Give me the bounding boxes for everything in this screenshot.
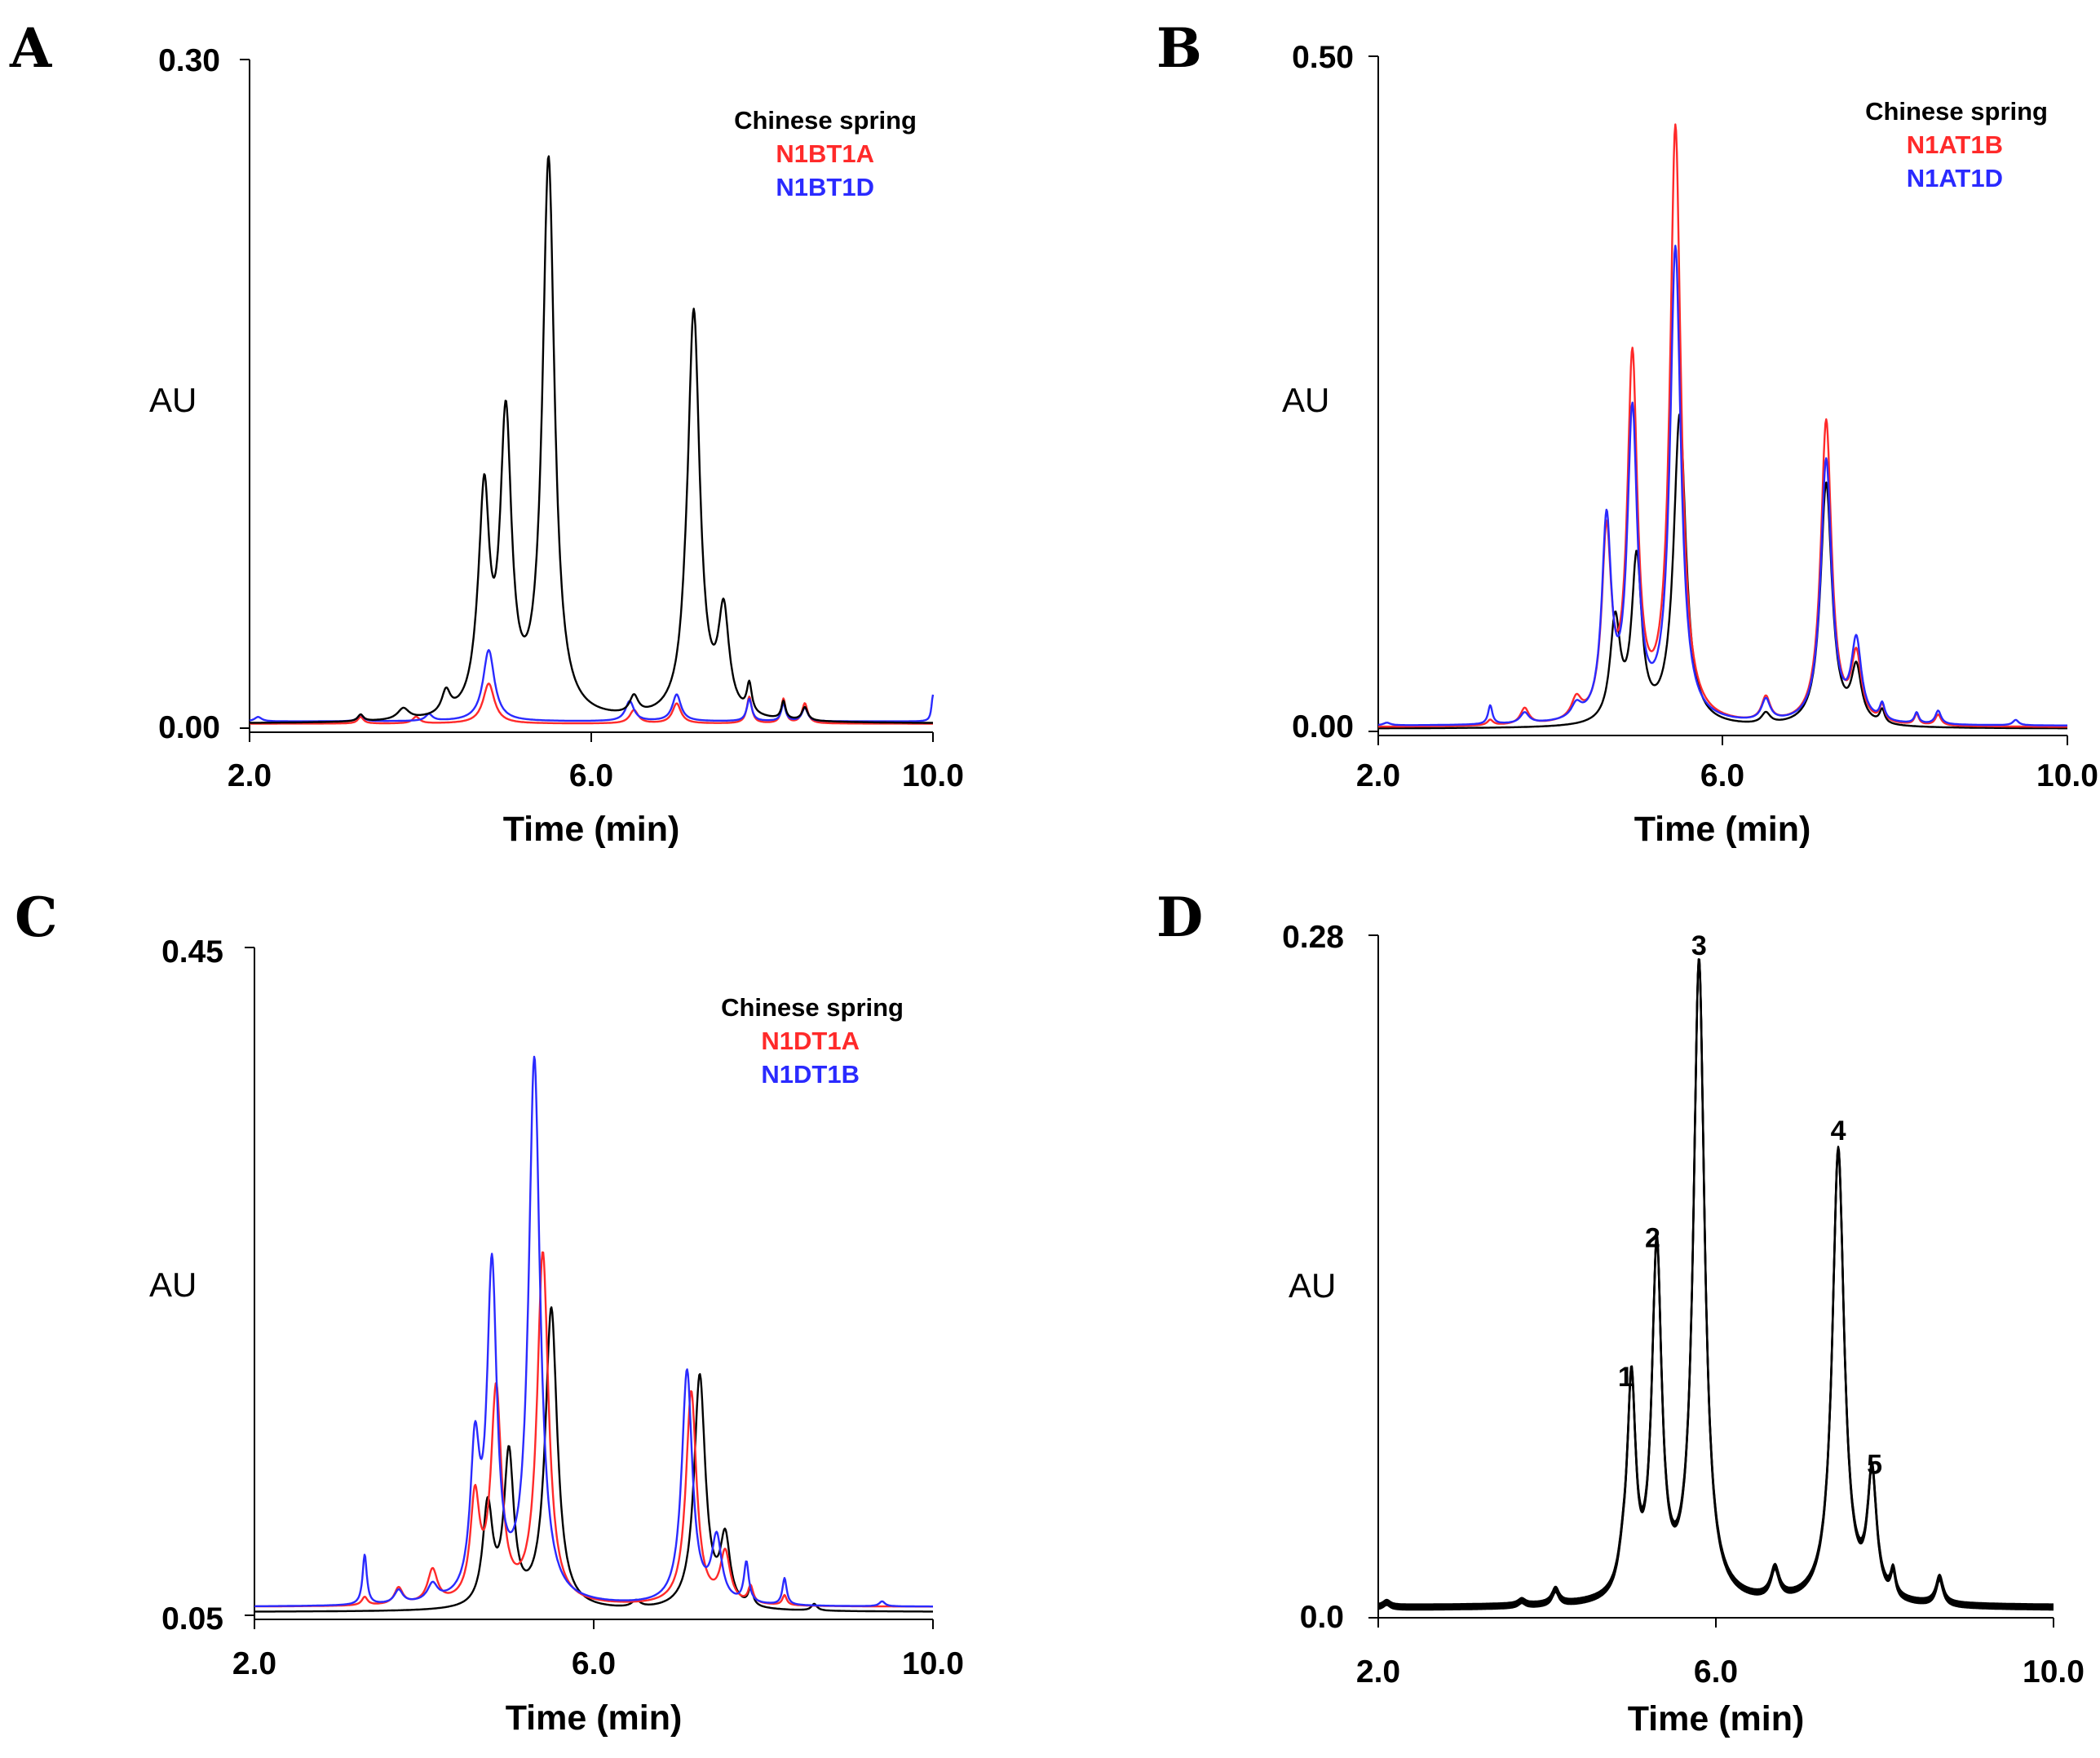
x-tick-label-d-0: 2.0 <box>1356 1654 1400 1690</box>
x-tick-label-c-2: 10.0 <box>902 1646 964 1681</box>
legend-c-n1dt1b: N1DT1B <box>761 1060 860 1089</box>
trace-c-n1dt1b <box>254 1055 934 1608</box>
legend-a-chinese-spring: Chinese spring <box>734 106 917 135</box>
y-tick-label-d-bottom: 0.0 <box>1300 1600 1344 1635</box>
x-axis-title-c: Time (min) <box>506 1698 683 1738</box>
peak-label-1: 1 <box>1618 1362 1634 1393</box>
legend-a-n1bt1d: N1BT1D <box>776 173 874 201</box>
y-tick-label-c-top: 0.45 <box>161 934 223 970</box>
legend-b-n1at1d: N1AT1D <box>1907 164 2003 192</box>
x-axis-title-a: Time (min) <box>503 810 680 849</box>
trace-b-n1at1d <box>1377 245 2068 727</box>
x-tick-label-a-1: 6.0 <box>569 758 613 793</box>
y-axis-title-d: AU <box>1289 1266 1336 1305</box>
x-tick-label-d-1: 6.0 <box>1694 1654 1738 1690</box>
trace-a-n1bt1a <box>249 682 934 725</box>
panel-c: C 0.45 0.05 2.0 6.0 10.0 Time (min) AU C… <box>15 886 964 1738</box>
y-tick-label-b-top: 0.50 <box>1292 40 1354 75</box>
peak-label-2: 2 <box>1645 1223 1660 1254</box>
traces-d <box>1377 958 2054 1611</box>
y-tick-label-a-bottom: 0.00 <box>158 710 220 745</box>
x-tick-label-b-2: 10.0 <box>2036 758 2098 793</box>
trace-b-n1at1b <box>1377 123 2068 728</box>
trace-c-n1dt1a <box>254 1251 934 1608</box>
x-tick-label-c-0: 2.0 <box>232 1646 276 1681</box>
y-axis-title-c: AU <box>149 1265 197 1304</box>
y-axis-title-b: AU <box>1282 381 1329 419</box>
trace-b-chinese-spring <box>1377 413 2068 730</box>
panel-a: A 0.30 0.00 2.0 6.0 10.0 Time (min) AU C… <box>9 16 964 849</box>
panel-letter-a: A <box>9 16 52 80</box>
x-axis-title-d: Time (min) <box>1628 1699 1805 1738</box>
legend-b-n1at1b: N1AT1B <box>1907 130 2003 159</box>
legend-a-n1bt1a: N1BT1A <box>776 139 874 168</box>
x-tick-label-a-0: 2.0 <box>228 758 272 793</box>
peak-label-4: 4 <box>1831 1115 1846 1146</box>
x-tick-label-b-1: 6.0 <box>1700 758 1744 793</box>
legend-c-n1dt1a: N1DT1A <box>761 1027 860 1055</box>
peak-labels-d: 1 2 3 4 5 <box>1618 930 1882 1481</box>
x-tick-label-d-2: 10.0 <box>2023 1654 2085 1690</box>
y-axis-title-a: AU <box>149 381 197 419</box>
panel-letter-d: D <box>1156 886 1203 949</box>
legend-b-chinese-spring: Chinese spring <box>1865 97 2048 126</box>
x-axis-title-b: Time (min) <box>1634 810 1811 849</box>
legend-c-chinese-spring: Chinese spring <box>721 993 904 1022</box>
y-tick-label-a-top: 0.30 <box>158 43 220 78</box>
trace-c-chinese-spring <box>254 1306 934 1613</box>
peak-label-5: 5 <box>1867 1450 1882 1481</box>
y-tick-label-b-bottom: 0.00 <box>1292 709 1354 744</box>
panel-d: D 0.28 0.0 2.0 6.0 10.0 Time (min) AU 1 2… <box>1156 886 2085 1738</box>
panel-letter-b: B <box>1156 16 1202 80</box>
trace-a-chinese-spring <box>249 155 934 724</box>
panel-letter-c: C <box>15 886 58 949</box>
y-tick-label-d-top: 0.28 <box>1282 920 1344 955</box>
x-tick-label-b-0: 2.0 <box>1356 758 1400 793</box>
panel-b: B 0.50 0.00 2.0 6.0 10.0 Time (min) AU C… <box>1156 16 2098 849</box>
trace-a-n1bt1d <box>249 649 935 722</box>
trace-d-replicate-5 <box>1377 963 2054 1611</box>
peak-label-3: 3 <box>1691 930 1707 961</box>
x-tick-label-c-1: 6.0 <box>572 1646 616 1681</box>
x-tick-label-a-2: 10.0 <box>902 758 964 793</box>
y-tick-label-c-bottom: 0.05 <box>161 1601 223 1637</box>
